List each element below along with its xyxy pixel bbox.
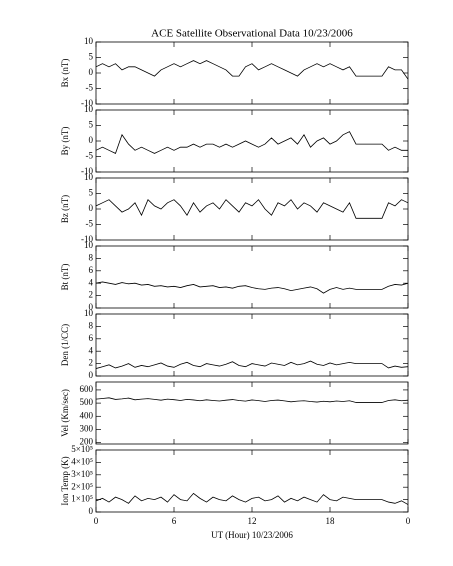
data-line	[95, 281, 409, 294]
y-tick-label: 6	[89, 265, 94, 275]
y-tick-label: -5	[86, 83, 94, 93]
x-tick-label: 18	[326, 516, 336, 526]
y-tick-label: 10	[84, 240, 94, 250]
y-axis-label: Bt (nT)	[60, 264, 70, 291]
panel-frame	[95, 381, 409, 445]
y-tick-label: 5	[89, 52, 94, 62]
y-tick-label: 0	[89, 67, 94, 77]
y-tick-label: 5×10⁵	[71, 444, 93, 454]
y-tick-label: 10	[84, 172, 94, 182]
y-tick-label: 300	[80, 424, 94, 434]
y-tick-label: 2	[89, 358, 94, 368]
y-axis-label: By (nT)	[60, 127, 70, 156]
data-line	[95, 60, 409, 80]
y-tick-label: 5	[89, 120, 94, 130]
y-tick-label: 2	[89, 290, 94, 300]
y-tick-label: 10	[84, 104, 94, 114]
panel-frame	[95, 449, 409, 513]
y-tick-label: 8	[89, 320, 94, 330]
y-tick-label: 6	[89, 333, 94, 343]
y-tick-label: 200	[80, 437, 94, 447]
x-tick-label: 0	[94, 516, 99, 526]
panel-frame	[95, 313, 409, 377]
y-tick-label: 600	[80, 384, 94, 394]
y-tick-label: 400	[80, 410, 94, 420]
y-tick-label: 0	[89, 370, 94, 380]
x-tick-label: 6	[172, 516, 177, 526]
y-tick-label: 4	[89, 277, 94, 287]
y-tick-label: 0	[89, 203, 94, 213]
y-tick-label: 2×10⁵	[71, 481, 93, 491]
x-axis-label: UT (Hour) 10/23/2006	[211, 530, 293, 540]
x-tick-label: 0	[406, 516, 411, 526]
y-tick-label: 0	[89, 135, 94, 145]
panel-frame	[95, 177, 409, 241]
y-tick-label: 0	[89, 506, 94, 516]
y-tick-label: 4×10⁵	[71, 456, 93, 466]
x-tick-label: 12	[248, 516, 257, 526]
y-tick-label: -10	[81, 98, 93, 108]
y-tick-label: 8	[89, 252, 94, 262]
y-tick-label: 1×10⁵	[71, 494, 93, 504]
data-line	[95, 131, 408, 154]
y-tick-label: 500	[80, 397, 94, 407]
data-line	[95, 199, 409, 219]
panel-frame	[95, 41, 409, 105]
y-axis-label: Bz (nT)	[60, 195, 70, 223]
y-tick-label: -5	[86, 219, 94, 229]
y-tick-label: 0	[89, 302, 94, 312]
y-axis-label: Bx (nT)	[60, 59, 70, 88]
y-tick-label: 10	[84, 308, 94, 318]
y-tick-label: -10	[81, 166, 93, 176]
y-tick-label: 5	[89, 188, 94, 198]
data-line	[95, 360, 409, 369]
y-tick-label: -5	[86, 151, 94, 161]
data-line	[95, 397, 409, 403]
y-tick-label: 3×10⁵	[71, 469, 93, 479]
y-axis-label: Vel (Km/sec)	[60, 389, 70, 437]
y-tick-label: 4	[89, 345, 94, 355]
panel-frame	[95, 109, 409, 173]
y-axis-label: Den (1/CC)	[60, 324, 70, 366]
y-tick-label: 10	[84, 36, 94, 46]
y-axis-label: Ion Temp (K)	[60, 456, 70, 505]
data-line	[95, 492, 409, 505]
y-tick-label: -10	[81, 234, 93, 244]
panel-frame	[95, 245, 409, 309]
chart-title: ACE Satellite Observational Data 10/23/2…	[151, 28, 353, 40]
